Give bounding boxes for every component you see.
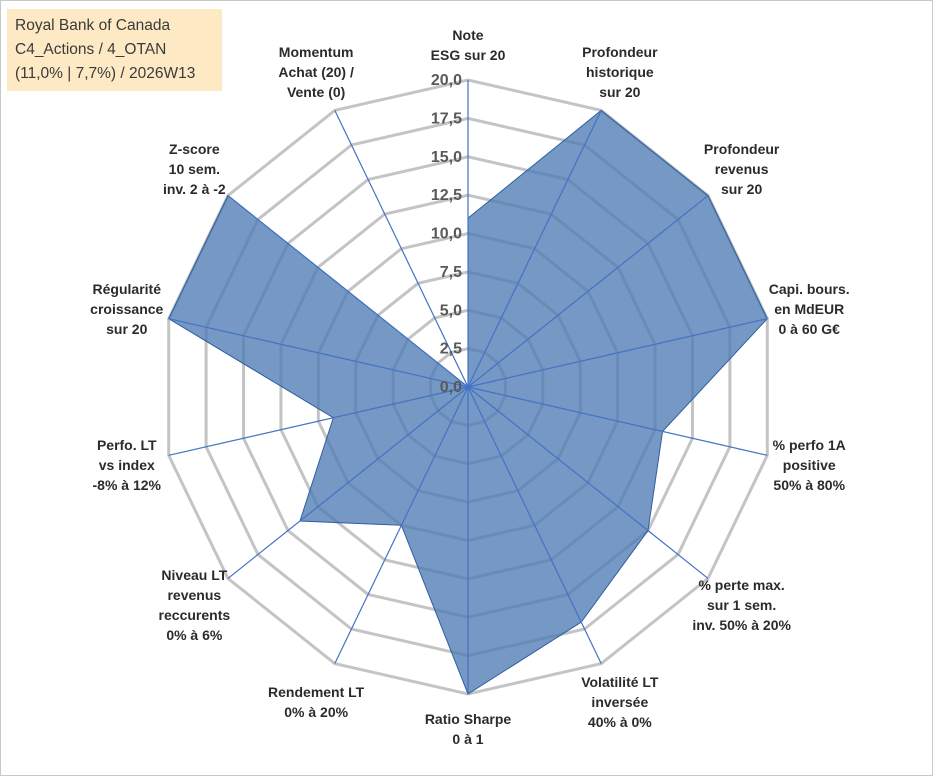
axis-label-line: en MdEUR: [774, 301, 845, 318]
axis-label-line: Profondeur: [582, 43, 658, 60]
axis-label: Capi. bours. en MdEUR 0 à 60 G€: [769, 279, 850, 339]
tick-label: 7,5: [440, 264, 462, 281]
axis-label-line: ESG sur 20: [430, 47, 506, 63]
axis-label-line: inversée: [591, 694, 649, 711]
axis-spoke: [334, 110, 469, 388]
axis-label-line: Niveau LT: [161, 567, 228, 584]
axis-label-line: reccurents: [158, 607, 231, 624]
axis-label-line: croissance: [90, 301, 164, 318]
axis-label-line: Achat (20) /: [278, 63, 354, 80]
axis-label: Volatilité LT inversée 40% à 0%: [581, 672, 658, 732]
tick-label: 10,0: [431, 226, 462, 243]
axis-label: Profondeur revenus sur 20: [704, 139, 779, 199]
axis-label-line: Momentum: [278, 43, 354, 60]
axis-label: Z-score 10 sem. inv. 2 à -2: [163, 139, 226, 199]
axis-label: Régularité croissance sur 20: [90, 279, 163, 339]
tick-label: 17,5: [431, 110, 462, 127]
axis-label-line: Capi. bours.: [768, 281, 850, 298]
axis-label-line: -8% à 12%: [92, 476, 162, 493]
axis-spoke: [168, 386, 469, 456]
axis-label-line: 0 à 60 G€: [778, 321, 840, 338]
axis-spoke: [334, 386, 469, 664]
axis-label-line: sur 20: [721, 180, 763, 197]
axis-label-line: Ratio Sharpe: [424, 711, 512, 727]
axis-label-line: positive: [782, 456, 836, 473]
tick-label: 5,0: [440, 302, 462, 319]
tick-label: 2,5: [440, 341, 462, 358]
axis-spoke: [227, 195, 469, 388]
axis-label-line: Z-score: [169, 140, 220, 157]
axis-label: Profondeur historique sur 20: [582, 42, 657, 102]
axis-spoke: [467, 386, 709, 579]
tick-label: 12,5: [431, 187, 462, 204]
axis-label: Momentum Achat (20) / Vente (0): [278, 42, 353, 102]
axis-label: Rendement LT 0% à 20%: [268, 682, 364, 722]
axis-label-line: Rendement LT: [268, 684, 365, 701]
axis-label-line: 50% à 80%: [773, 476, 846, 493]
axis-label-line: Profondeur: [703, 140, 780, 157]
axis-spoke: [467, 318, 768, 388]
tick-label: 20,0: [431, 72, 462, 89]
axis-label-line: Perfo. LT: [96, 436, 157, 453]
axis-label-line: vs index: [98, 456, 155, 473]
axis-spoke: [467, 195, 709, 388]
axis-spoke: [168, 318, 469, 388]
axis-label-line: sur 1 sem.: [707, 597, 777, 614]
axis-spoke: [227, 386, 469, 579]
axis-label-line: 0% à 20%: [284, 704, 349, 721]
axis-label: % perte max. sur 1 sem. inv. 50% à 20%: [692, 575, 791, 635]
axis-spoke: [467, 110, 602, 388]
title-line-period: (11,0% | 7,7%) / 2026W13: [15, 65, 196, 82]
axis-label-line: Volatilité LT: [581, 674, 659, 691]
axis-label-line: Régularité: [92, 281, 161, 298]
tick-label: 15,0: [431, 149, 462, 166]
axis-label-line: % perfo 1A: [772, 436, 846, 453]
axis-label-line: sur 20: [599, 83, 641, 100]
axis-label-line: inv. 2 à -2: [162, 180, 226, 197]
axis-label-line: 40% à 0%: [587, 714, 652, 731]
axis-label: Note ESG sur 20: [431, 25, 506, 65]
axis-label-line: revenus: [714, 160, 769, 177]
axis-label-line: Vente (0): [286, 83, 346, 100]
axis-label: Perfo. LT vs index -8% à 12%: [93, 435, 161, 495]
chart-title-box: Royal Bank of Canada C4_Actions / 4_OTAN…: [7, 9, 222, 91]
axis-label-line: 0% à 6%: [166, 627, 223, 644]
axis-label-line: sur 20: [106, 321, 148, 338]
axis-label-line: inv. 50% à 20%: [692, 617, 791, 634]
axis-label: Ratio Sharpe 0 à 1: [425, 709, 511, 749]
tick-label: 0,0: [440, 379, 462, 396]
axis-label-line: % perte max.: [698, 577, 785, 594]
axis-label: % perfo 1A positive 50% à 80%: [773, 435, 846, 495]
axis-label-line: Note: [452, 27, 484, 43]
axis-label-line: historique: [586, 63, 654, 80]
axis-spoke: [467, 386, 768, 456]
axis-label-line: revenus: [167, 587, 222, 604]
axis-label-line: 0 à 1: [452, 731, 484, 747]
title-line-category: C4_Actions / 4_OTAN: [15, 41, 167, 58]
axis-spoke: [467, 386, 602, 664]
axis-label-line: 10 sem.: [168, 160, 221, 177]
axis-label: Niveau LT revenus reccurents 0% à 6%: [159, 565, 231, 645]
title-line-company: Royal Bank of Canada: [15, 17, 171, 34]
